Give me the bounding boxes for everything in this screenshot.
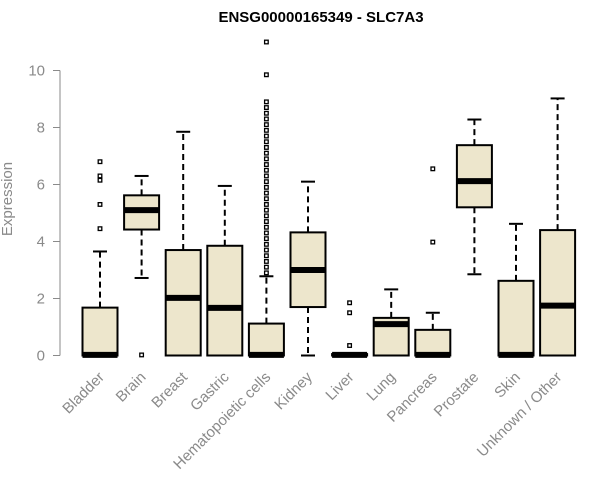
- outlier-point: [139, 352, 145, 358]
- box-pancreas: [414, 166, 452, 358]
- outlier-point: [263, 213, 269, 219]
- outlier-point: [263, 173, 269, 179]
- iqr-box: [497, 279, 535, 357]
- outlier-point: [263, 133, 269, 139]
- outlier-point: [263, 247, 269, 253]
- outlier-point: [263, 162, 269, 167]
- outlier-point: [263, 99, 269, 105]
- outlier-point: [97, 173, 103, 179]
- outlier-point: [263, 110, 269, 116]
- outlier-point: [263, 122, 269, 128]
- iqr-box: [539, 229, 577, 357]
- iqr-box: [206, 244, 244, 357]
- x-tick-label: Prostate: [431, 369, 483, 421]
- iqr-box: [414, 328, 452, 357]
- chart-title: ENSG00000165349 - SLC7A3: [218, 9, 423, 26]
- outlier-point: [263, 219, 269, 224]
- box-prostate: [455, 118, 493, 276]
- outlier-point: [347, 300, 353, 306]
- outlier-point: [263, 196, 269, 202]
- outlier-point: [97, 177, 103, 183]
- y-tick-label: 10: [28, 63, 45, 80]
- outlier-point: [430, 166, 436, 172]
- x-tick-label: Bladder: [59, 369, 108, 418]
- outlier-point: [263, 264, 269, 270]
- y-tick-label: 6: [37, 177, 45, 194]
- y-axis-label: Expression: [0, 162, 16, 236]
- box-unknown-other: [539, 97, 577, 357]
- outlier-point: [263, 230, 269, 236]
- outlier-point: [263, 236, 269, 242]
- box-gastric: [206, 184, 244, 357]
- x-tick-label: Skin: [491, 369, 524, 402]
- box-bladder: [81, 159, 119, 358]
- outlier-point: [263, 224, 269, 230]
- box-skin: [497, 222, 535, 358]
- outlier-point: [263, 39, 269, 45]
- box-kidney: [289, 180, 327, 357]
- x-tick-label: Lung: [363, 369, 399, 405]
- outlier-point: [263, 156, 269, 162]
- outlier-point: [263, 105, 269, 110]
- x-tick-label: Liver: [322, 369, 357, 404]
- box-hematopoietic-cells: [247, 39, 285, 358]
- iqr-box: [81, 306, 119, 357]
- y-tick-label: 4: [37, 234, 45, 251]
- outlier-point: [263, 127, 269, 133]
- box-brain: [123, 174, 161, 358]
- outlier-point: [263, 144, 269, 150]
- box-breast: [164, 130, 202, 357]
- outlier-point: [97, 159, 103, 165]
- outlier-point: [347, 310, 353, 316]
- x-tick-label: Kidney: [271, 368, 316, 413]
- outlier-point: [263, 116, 269, 122]
- y-tick-label: 0: [37, 348, 45, 365]
- iqr-box: [247, 322, 285, 357]
- outlier-point: [263, 167, 269, 173]
- box-series: [81, 39, 577, 358]
- outlier-point: [263, 201, 269, 207]
- outlier-point: [263, 241, 269, 247]
- outlier-point: [97, 201, 103, 207]
- iqr-box: [164, 249, 202, 357]
- iqr-box: [455, 144, 493, 209]
- outlier-point: [263, 150, 269, 156]
- outlier-point: [263, 179, 269, 185]
- outlier-point: [263, 139, 269, 145]
- box-lung: [372, 288, 410, 357]
- outlier-point: [347, 343, 353, 348]
- outlier-point: [263, 270, 269, 276]
- outlier-point: [263, 207, 269, 213]
- outlier-point: [263, 72, 269, 78]
- outlier-point: [263, 184, 269, 190]
- x-tick-label: Breast: [148, 368, 191, 411]
- outlier-point: [263, 253, 269, 259]
- outlier-point: [263, 190, 269, 196]
- x-tick-label: Brain: [113, 369, 150, 406]
- box-liver: [331, 300, 369, 358]
- y-tick-label: 2: [37, 291, 45, 308]
- outlier-point: [430, 239, 436, 245]
- outlier-point: [97, 226, 103, 232]
- y-axis: 0 2 4 6 8 10: [28, 63, 61, 365]
- outlier-point: [263, 258, 269, 264]
- y-tick-label: 8: [37, 120, 45, 137]
